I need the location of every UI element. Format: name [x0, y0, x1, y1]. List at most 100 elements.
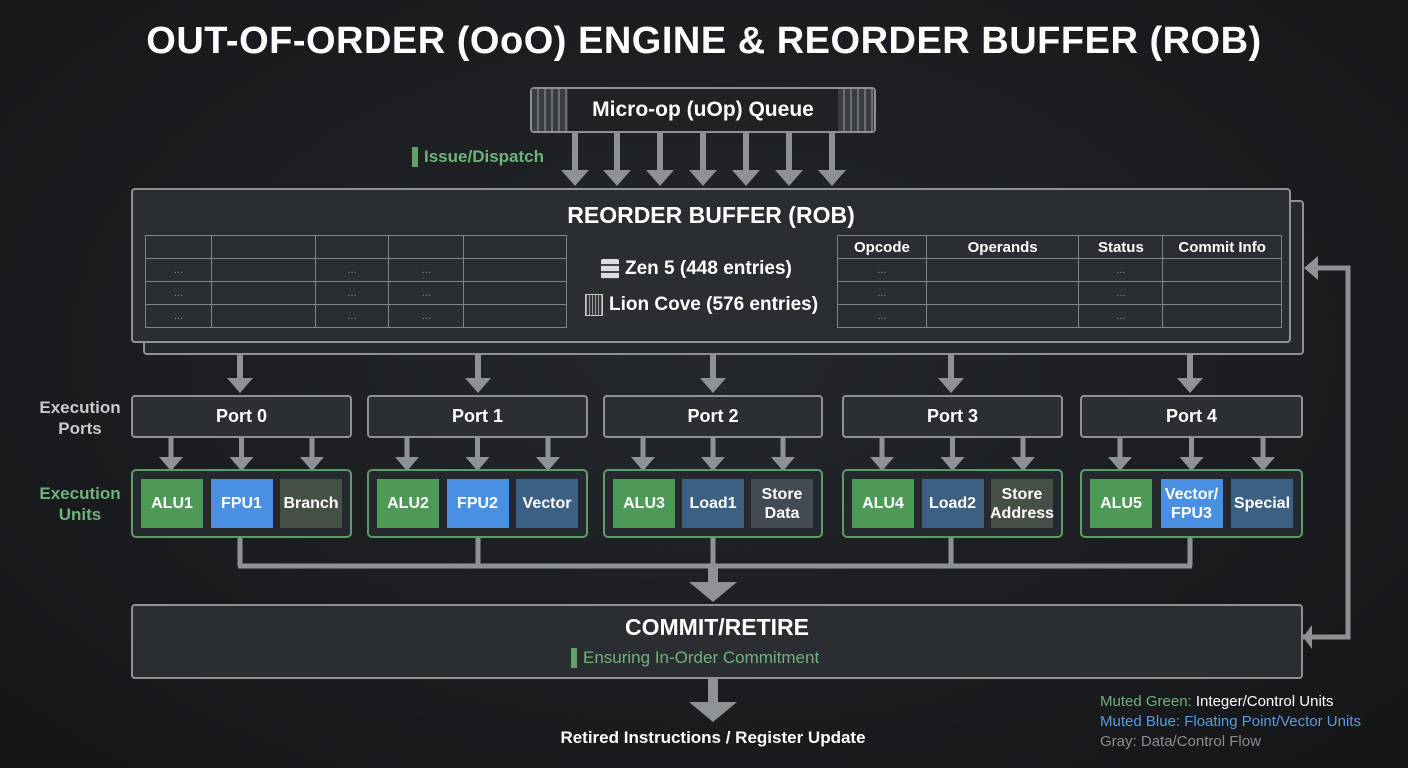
reorder-buffer: REORDER BUFFER (ROB) ...................… — [131, 188, 1291, 343]
arrow-head — [465, 378, 491, 393]
table-cell: ... — [314, 258, 390, 282]
table-cell — [1162, 258, 1282, 282]
table-cell: ... — [145, 304, 212, 328]
execution-unit: ALU5 — [1090, 479, 1152, 528]
rob-entries-table-left: ........................... — [145, 235, 567, 328]
arrow-head — [603, 170, 631, 186]
port-0: Port 0 — [131, 395, 352, 438]
table-row — [145, 235, 567, 259]
grid-chip-icon — [585, 294, 603, 316]
rob-title: REORDER BUFFER (ROB) — [567, 202, 855, 228]
commit-subtitle: Ensuring In-Order Commitment — [571, 648, 819, 668]
queue-cap-left — [532, 89, 568, 131]
arrow-head — [701, 457, 725, 471]
execution-unit: Vector — [516, 479, 578, 528]
arrow-head — [870, 457, 894, 471]
arrow-head — [689, 582, 737, 602]
table-cell: ... — [388, 304, 465, 328]
execution-unit: FPU1 — [210, 479, 273, 528]
table-row: ......... — [145, 304, 567, 328]
column-header: Status — [1078, 235, 1164, 259]
table-cell: ... — [1078, 258, 1164, 282]
lion-cove-info: Lion Cove (576 entries) — [585, 294, 818, 316]
table-cell — [388, 235, 465, 259]
table-cell: ... — [314, 281, 390, 305]
table-row: ......... — [145, 281, 567, 305]
diagram-title: OUT-OF-ORDER (OoO) ENGINE & REORDER BUFF… — [146, 20, 1262, 62]
arrow-head — [771, 457, 795, 471]
table-cell — [925, 258, 1080, 282]
commit-retire-stage: COMMIT/RETIRE Ensuring In-Order Commitme… — [131, 604, 1303, 679]
legend-key: Muted Green: — [1100, 693, 1192, 710]
arrow-head — [159, 457, 183, 471]
table-cell: ... — [145, 258, 212, 282]
legend-entry: Gray: Data/Control Flow — [1100, 732, 1361, 752]
table-cell — [210, 235, 316, 259]
arrow-head — [940, 457, 965, 471]
execution-unit: Special — [1231, 479, 1293, 528]
execution-unit: Load2 — [921, 479, 984, 528]
execution-unit: FPU2 — [446, 479, 509, 528]
arrow-head — [1179, 457, 1204, 471]
queue-cap-right — [838, 89, 874, 131]
arrow-head — [1251, 457, 1275, 471]
commit-subtitle-text: Ensuring In-Order Commitment — [583, 648, 820, 667]
green-marker-icon — [571, 648, 577, 668]
legend-entry: Muted Blue: Floating Point/Vector Units — [1100, 712, 1361, 732]
arrow-head — [300, 457, 324, 471]
arrow-head — [395, 457, 419, 471]
port-2: Port 2 — [603, 395, 823, 438]
table-cell — [463, 258, 567, 282]
table-cell — [210, 258, 316, 282]
arrow-head — [732, 170, 760, 186]
execution-unit: Vector/ FPU3 — [1160, 479, 1223, 528]
green-marker-icon — [412, 147, 418, 167]
table-cell — [1162, 304, 1282, 328]
execution-unit-group-0: ALU1 FPU1 Branch — [131, 469, 352, 538]
arrow-head — [465, 457, 490, 471]
arrow-head — [536, 457, 560, 471]
arrow-head — [1011, 457, 1035, 471]
arrow-head — [227, 378, 253, 393]
execution-unit: ALU4 — [852, 479, 914, 528]
legend-text: Data/Control Flow — [1140, 733, 1261, 750]
arrow-head — [646, 170, 674, 186]
retired-instructions-label: Retired Instructions / Register Update — [560, 728, 866, 747]
port-4: Port 4 — [1080, 395, 1303, 438]
execution-ports-label: Execution Ports — [39, 398, 121, 438]
legend: Muted Green: Integer/Control Units Muted … — [1100, 692, 1361, 752]
table-header-row: Opcode Operands Status Commit Info — [837, 235, 1282, 259]
legend-text: Floating Point/Vector Units — [1184, 713, 1361, 730]
execution-unit-group-2: ALU3 Load1 Store Data — [603, 469, 823, 538]
table-row: ...... — [837, 258, 1282, 282]
column-header: Operands — [925, 235, 1080, 259]
execution-unit-group-3: ALU4 Load2 Store Address — [842, 469, 1063, 538]
execution-unit: ALU1 — [141, 479, 203, 528]
arrow-head — [1177, 378, 1203, 393]
commit-arrow-head — [1303, 625, 1312, 649]
uop-queue-label: Micro-op (uOp) Queue — [592, 98, 814, 121]
port-3: Port 3 — [842, 395, 1063, 438]
execution-unit: Store Data — [751, 479, 813, 528]
arrow-head — [938, 378, 964, 393]
arrow-head — [818, 170, 846, 186]
table-cell — [925, 281, 1080, 305]
server-icon — [601, 259, 619, 279]
table-cell: ... — [388, 281, 465, 305]
execution-unit-group-4: ALU5 Vector/ FPU3 Special — [1080, 469, 1303, 538]
feedback-arrow-head — [1304, 256, 1318, 280]
table-cell: ... — [1078, 281, 1164, 305]
rob-entries-table-right: Opcode Operands Status Commit Info.........… — [837, 235, 1282, 328]
column-header: Commit Info — [1162, 235, 1282, 259]
execution-unit-group-1: ALU2 FPU2 Vector — [367, 469, 588, 538]
legend-key: Gray: — [1100, 733, 1137, 750]
table-cell — [463, 304, 567, 328]
table-cell — [314, 235, 390, 259]
execution-unit: Store Address — [990, 479, 1054, 528]
commit-title: COMMIT/RETIRE — [625, 614, 809, 640]
feedback-line — [1303, 265, 1351, 640]
table-cell — [145, 235, 212, 259]
arrow-head — [631, 457, 655, 471]
uop-queue: Micro-op (uOp) Queue — [530, 87, 876, 133]
